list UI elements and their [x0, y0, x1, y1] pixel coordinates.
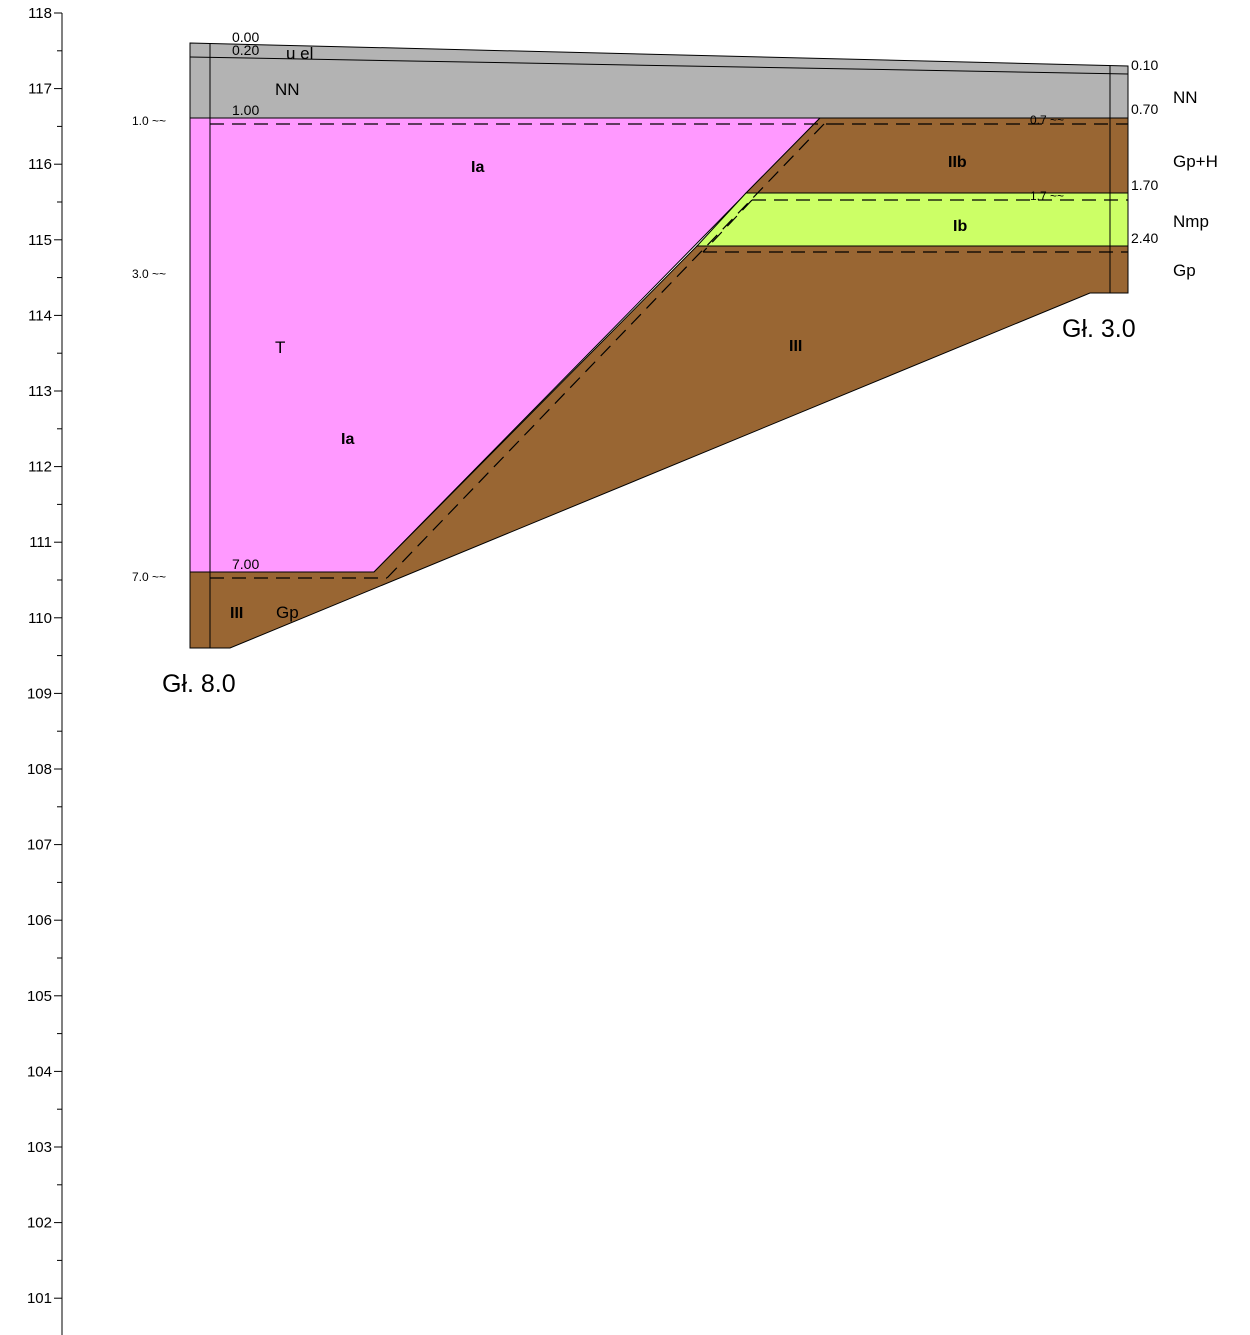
right-soil-2: Nmp — [1173, 212, 1209, 231]
axis-tick-label: 102 — [27, 1215, 52, 1232]
left-borehole-annotations: 0.00 0.20 1.00 7.00 1.0 ~~ 3.0 ~~ 7.0 ~~… — [132, 29, 313, 698]
axis-tick-label: 101 — [27, 1290, 52, 1307]
borehole-columns — [189, 43, 1129, 649]
right-borehole-annotations: 0.10 0.70 1.70 2.40 0.7 ~~ 1.7 ~~ NN Gp+… — [1030, 57, 1218, 343]
axis-ticks: 118 117 116 115 114 113 112 111 110 109 108 107 106 1… — [27, 5, 62, 1307]
layer-label-iii-left: III — [230, 605, 243, 622]
right-soil-1: Gp+H — [1173, 152, 1218, 171]
left-depth-0: 0.00 — [232, 29, 259, 45]
axis-tick-label: 108 — [27, 761, 52, 778]
left-soil-nn: NN — [275, 80, 300, 99]
soil-layers — [189, 42, 1129, 649]
axis-tick-label: 118 — [28, 5, 52, 22]
right-depth-1: 0.70 — [1131, 101, 1158, 117]
left-soil-top: u el — [286, 44, 313, 63]
right-soil-0: NN — [1173, 88, 1198, 107]
axis-tick-label: 110 — [28, 610, 52, 627]
axis-tick-label: 104 — [27, 1063, 52, 1080]
left-water-2: 7.0 ~~ — [132, 570, 166, 584]
axis-tick-label: 117 — [28, 81, 52, 98]
left-depth-3: 7.00 — [232, 556, 259, 572]
right-borehole-caption: Gł. 3.0 — [1062, 315, 1136, 343]
axis-tick-label: 109 — [27, 685, 52, 702]
layer-fill-made-ground — [189, 42, 1129, 119]
axis-tick-label: 106 — [27, 912, 52, 929]
layer-label-iib: IIb — [948, 154, 967, 171]
left-borehole-caption: Gł. 8.0 — [162, 670, 236, 698]
axis-tick-label: 113 — [28, 383, 52, 400]
left-soil-gp: Gp — [276, 603, 299, 622]
left-soil-t: T — [275, 338, 285, 357]
axis-tick-label: 116 — [28, 156, 52, 173]
axis-tick-label: 107 — [27, 837, 52, 854]
right-depth-2: 1.70 — [1131, 177, 1158, 193]
right-water-0: 0.7 ~~ — [1030, 113, 1064, 127]
left-water-0: 1.0 ~~ — [132, 114, 166, 128]
layer-label-ib: Ib — [953, 218, 967, 235]
boundary-lines — [189, 56, 1129, 573]
layer-label-ia-mid: Ia — [341, 431, 354, 448]
left-depth-1: 0.20 — [232, 42, 259, 58]
layer-label-ia-top: Ia — [471, 159, 484, 176]
layer-labels: Ia Ia IIb Ib III III — [230, 154, 967, 622]
right-depth-3: 2.40 — [1131, 230, 1158, 246]
right-water-1: 1.7 ~~ — [1030, 189, 1064, 203]
layer-label-iii-mid: III — [789, 338, 802, 355]
axis-tick-label: 111 — [29, 534, 52, 551]
elevation-axis: 118 117 116 115 114 113 112 111 110 109 108 107 106 1… — [27, 5, 63, 1335]
axis-tick-label: 115 — [28, 232, 52, 249]
right-depth-0: 0.10 — [1131, 57, 1158, 73]
left-depth-2: 1.00 — [232, 102, 259, 118]
right-soil-3: Gp — [1173, 261, 1196, 280]
water-table-lines — [210, 123, 1128, 579]
left-water-1: 3.0 ~~ — [132, 267, 166, 281]
axis-tick-label: 103 — [27, 1139, 52, 1156]
axis-tick-label: 114 — [28, 307, 52, 324]
axis-tick-label: 112 — [28, 459, 52, 476]
axis-tick-label: 105 — [27, 988, 52, 1005]
